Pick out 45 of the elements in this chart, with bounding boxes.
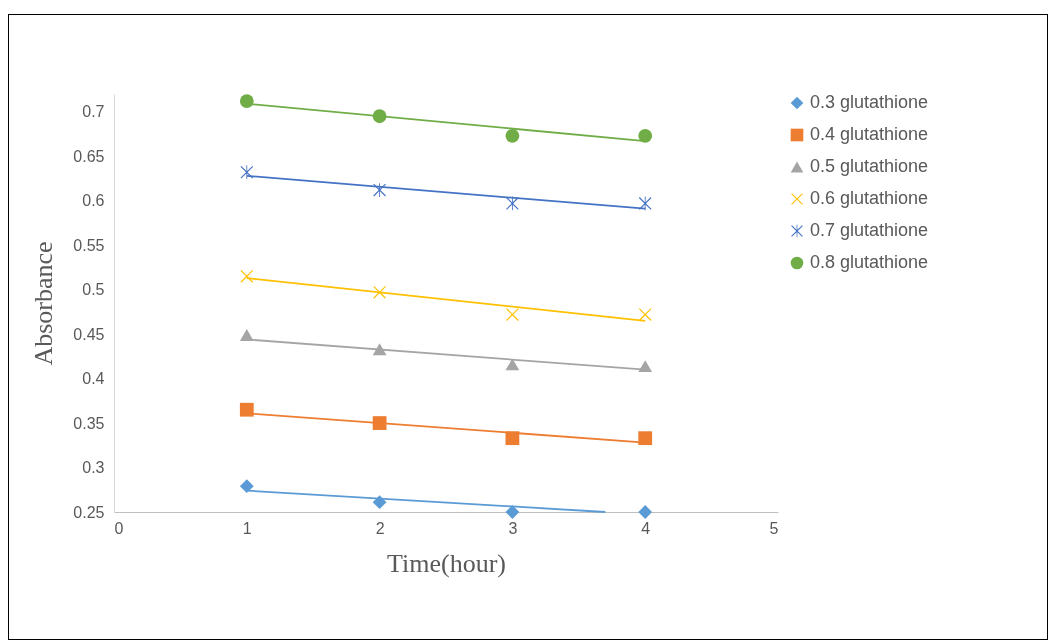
legend-label: 0.5 glutathione (810, 156, 929, 176)
point (505, 505, 520, 519)
x-tick-label: 3 (508, 519, 518, 537)
legend-label: 0.6 glutathione (810, 188, 929, 208)
point (372, 109, 387, 124)
y-tick-label: 0.55 (73, 236, 105, 254)
point (240, 165, 254, 180)
point (239, 329, 254, 341)
point (638, 431, 653, 446)
y-tick-label: 0.7 (82, 103, 105, 121)
y-tick-label: 0.45 (73, 325, 105, 343)
y-tick-label: 0.5 (82, 281, 105, 299)
point (506, 196, 519, 211)
x-axis-title: Time(hour) (387, 548, 506, 578)
point (638, 360, 653, 373)
point (638, 196, 652, 211)
point (372, 343, 387, 356)
point (239, 94, 254, 108)
point (505, 431, 520, 446)
legend-label: 0.7 glutathione (810, 220, 929, 240)
point (239, 479, 254, 494)
point (638, 505, 653, 519)
y-tick-label: 0.3 (82, 459, 105, 477)
y-tick-label: 0.35 (73, 414, 105, 432)
x-tick-label: 5 (769, 519, 779, 537)
y-tick-label: 0.25 (73, 503, 105, 521)
y-tick-label: 0.4 (82, 370, 105, 388)
legend-label: 0.8 glutathione (810, 252, 929, 272)
y-tick-label: 0.6 (82, 192, 105, 210)
point (638, 308, 652, 321)
x-tick-label: 4 (641, 519, 651, 537)
legend-label: 0.3 glutathione (810, 92, 929, 112)
point (372, 416, 387, 430)
x-tick-label: 0 (114, 519, 124, 537)
point (239, 402, 254, 417)
point (372, 495, 387, 510)
x-tick-label: 2 (375, 519, 385, 537)
legend-label: 0.4 glutathione (810, 124, 929, 144)
point (505, 358, 520, 371)
x-tick-label: 1 (242, 519, 252, 537)
y-tick-label: 0.65 (73, 147, 105, 165)
point (505, 128, 520, 143)
point (373, 183, 386, 197)
point (638, 128, 653, 143)
y-axis-title: Absorbance (29, 241, 59, 366)
